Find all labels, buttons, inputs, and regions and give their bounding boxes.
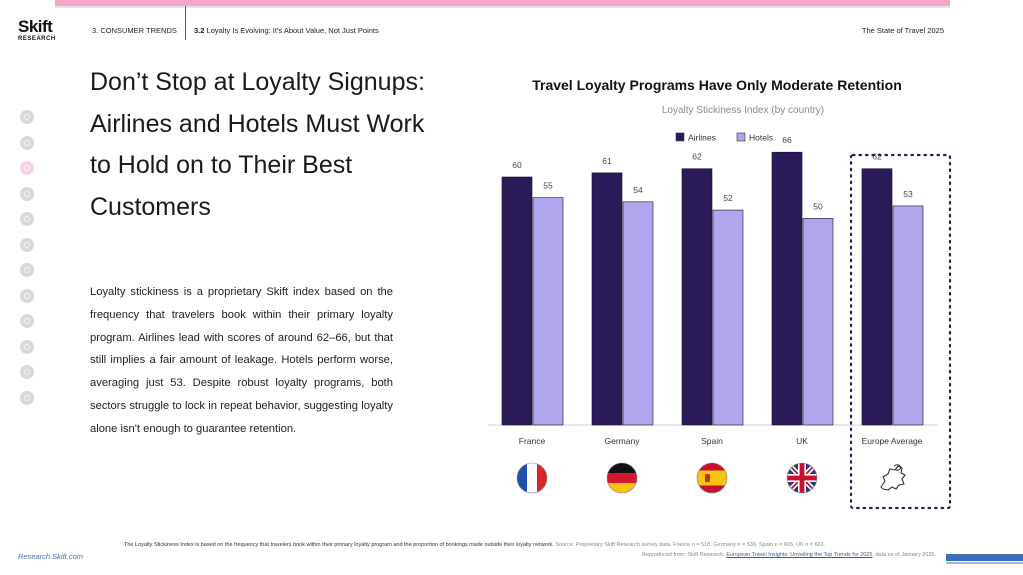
- flag-germany-red: [607, 473, 637, 483]
- flag-france-blue: [517, 463, 527, 493]
- data-label-hotels-2: 52: [723, 193, 733, 203]
- reproduced-from: Reproduced from: Skift Research, Europea…: [642, 552, 936, 558]
- bar-hotels-4[interactable]: [892, 205, 924, 426]
- legend-swatch-airlines: [675, 132, 685, 142]
- flag-uk-icon: [786, 462, 818, 494]
- nav-icon-7[interactable]: [20, 263, 34, 277]
- skift-research-logo[interactable]: Skift RESEARCH: [18, 18, 56, 42]
- flag-france-red: [537, 463, 547, 493]
- nav-icon-11[interactable]: [20, 365, 34, 379]
- logo-subtitle: RESEARCH: [18, 36, 56, 42]
- subsection-number: 3.2: [194, 26, 205, 35]
- category-label-3: UK: [796, 436, 808, 446]
- breadcrumb-subsection[interactable]: 3.2 Loyalty Is Evolving: It's About Valu…: [194, 26, 379, 35]
- category-label-0: France: [519, 436, 546, 446]
- legend-swatch-hotels: [736, 132, 746, 142]
- nav-icon-6[interactable]: [20, 237, 34, 252]
- bar-airlines-3[interactable]: [771, 151, 803, 426]
- flag-germany-icon: [606, 462, 638, 494]
- nav-icon-8[interactable]: [20, 288, 34, 303]
- breadcrumb-divider: [185, 6, 186, 40]
- data-label-hotels-4: 53: [903, 189, 913, 199]
- flag-france-icon: [516, 462, 548, 494]
- bar-airlines-4[interactable]: [861, 168, 893, 426]
- data-label-hotels-1: 54: [633, 185, 643, 195]
- chart-title: Travel Loyalty Programs Have Only Modera…: [532, 77, 902, 93]
- nav-icon-1[interactable]: [20, 110, 34, 124]
- source-text: Source: Proprietary Skift Research surve…: [553, 542, 826, 548]
- page-headline: Don’t Stop at Loyalty Signups: Airlines …: [90, 68, 425, 221]
- footer-accent-bar: [946, 554, 1023, 561]
- footnote-text: The Loyalty Stickiness Index is based on…: [124, 542, 554, 548]
- bar-chart: Airlines Hotels 60 55 France 61 54 Germany 62 52 S…: [488, 132, 952, 510]
- top-accent-bar: [55, 0, 950, 8]
- flag-spain-icon: [696, 462, 728, 494]
- repro-suffix: , data as of January 2025.: [872, 552, 936, 558]
- flag-uk-v-red: [799, 463, 805, 493]
- data-label-airlines-2: 62: [692, 152, 702, 162]
- nav-icon-3-active[interactable]: [20, 161, 34, 175]
- flag-france-white: [527, 463, 537, 493]
- europe-map-icon: [880, 465, 906, 491]
- report-link[interactable]: European Travel Insights: Unveiling the …: [726, 552, 873, 558]
- bar-hotels-3[interactable]: [802, 218, 834, 426]
- bar-hotels-2[interactable]: [712, 209, 744, 426]
- nav-icon-2[interactable]: [20, 135, 34, 150]
- europe-map-scandinavia: [893, 464, 902, 471]
- data-label-airlines-3: 66: [782, 135, 792, 145]
- subsection-title: Loyalty Is Evolving: It's About Value, N…: [204, 26, 379, 35]
- nav-icon-9[interactable]: [20, 314, 34, 328]
- breadcrumb-section[interactable]: 3. CONSUMER TRENDS: [92, 26, 177, 35]
- nav-icon-12[interactable]: [20, 390, 34, 405]
- category-label-1: Germany: [605, 436, 641, 446]
- data-label-airlines-1: 61: [602, 156, 612, 166]
- bar-hotels-1[interactable]: [622, 201, 654, 426]
- bar-airlines-0[interactable]: [501, 176, 533, 426]
- data-label-airlines-4: 62: [872, 152, 882, 162]
- bar-airlines-2[interactable]: [681, 168, 713, 426]
- flag-germany-gold: [607, 483, 637, 493]
- category-label-4: Europe Average: [862, 436, 923, 446]
- repro-prefix: Reproduced from: Skift Research,: [641, 552, 727, 558]
- flag-spain-emblem: [705, 474, 710, 482]
- legend-label-hotels: Hotels: [749, 133, 773, 143]
- footer-accent-line: [946, 562, 1023, 564]
- flag-germany-black: [607, 463, 637, 473]
- research-url-link[interactable]: Research.Skift.com: [18, 552, 84, 561]
- body-paragraph: Loyalty stickiness is a proprietary Skif…: [90, 286, 393, 435]
- data-label-airlines-0: 60: [512, 160, 522, 170]
- logo-wordmark: Skift: [18, 17, 53, 36]
- bar-hotels-0[interactable]: [532, 197, 564, 426]
- highlight-box: [849, 153, 952, 510]
- document-title: The State of Travel 2025: [861, 26, 944, 35]
- nav-icon-10[interactable]: [20, 339, 34, 354]
- nav-icon-5[interactable]: [20, 212, 34, 226]
- legend-label-airlines: Airlines: [688, 133, 716, 143]
- category-label-2: Spain: [701, 436, 723, 446]
- side-navigation: [20, 110, 34, 416]
- footer-note: The Loyalty Stickiness Index is based on…: [124, 542, 936, 548]
- flag-spain-yellow: [697, 470, 727, 486]
- nav-icon-4[interactable]: [20, 186, 34, 201]
- chart-subtitle: Loyalty Stickiness Index (by country): [661, 105, 825, 116]
- data-label-hotels-0: 55: [543, 181, 553, 191]
- bar-airlines-1[interactable]: [591, 172, 623, 426]
- data-label-hotels-3: 50: [813, 201, 823, 211]
